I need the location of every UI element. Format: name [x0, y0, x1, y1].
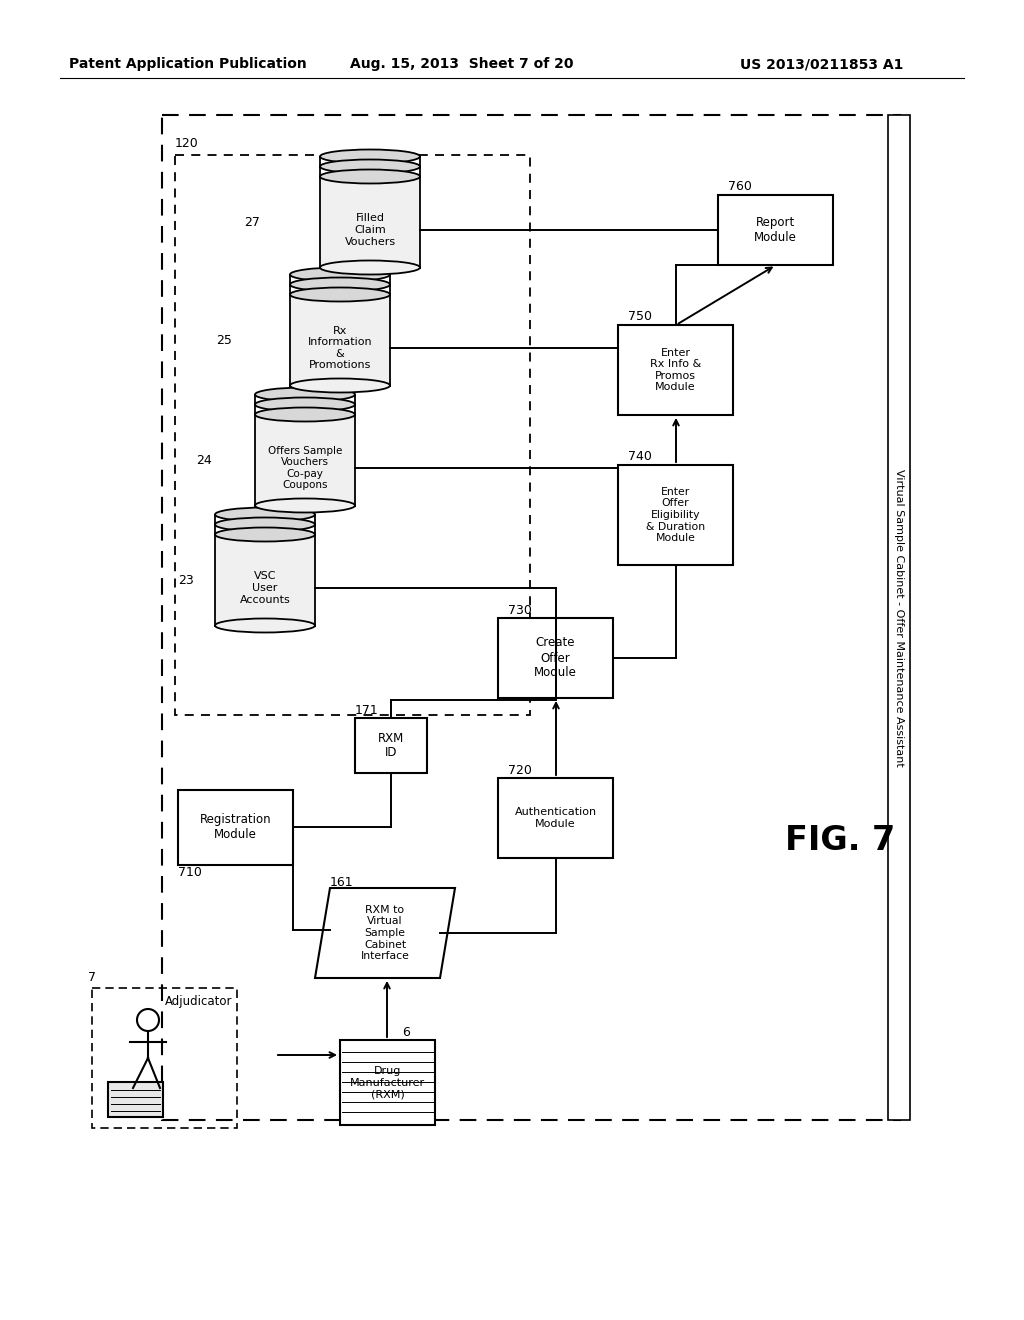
- Text: 740: 740: [628, 450, 652, 463]
- Ellipse shape: [255, 408, 355, 421]
- Bar: [255, 414, 355, 506]
- Text: 25: 25: [216, 334, 231, 346]
- Ellipse shape: [215, 528, 315, 541]
- Bar: [355, 718, 427, 774]
- Text: Drug
Manufacturer
(RXM): Drug Manufacturer (RXM): [350, 1067, 425, 1100]
- Text: FIG. 7: FIG. 7: [784, 824, 895, 857]
- Text: Virtual Sample Cabinet - Offer Maintenance Assistant: Virtual Sample Cabinet - Offer Maintenan…: [894, 469, 904, 767]
- Ellipse shape: [319, 160, 420, 173]
- Ellipse shape: [290, 268, 390, 281]
- Bar: [618, 465, 733, 565]
- Text: Adjudicator: Adjudicator: [165, 995, 232, 1008]
- Text: 710: 710: [178, 866, 202, 879]
- Text: VSC
User
Accounts: VSC User Accounts: [240, 572, 291, 605]
- Bar: [290, 294, 390, 385]
- Text: 24: 24: [196, 454, 212, 466]
- Text: RXM
ID: RXM ID: [378, 731, 404, 759]
- Text: Rx
Information
&
Promotions: Rx Information & Promotions: [307, 326, 373, 371]
- Text: 750: 750: [628, 310, 652, 323]
- Ellipse shape: [255, 388, 355, 401]
- Text: Filled
Claim
Vouchers: Filled Claim Vouchers: [344, 214, 395, 247]
- Text: 27: 27: [244, 215, 260, 228]
- Text: Offers Sample
Vouchers
Co-pay
Coupons: Offers Sample Vouchers Co-pay Coupons: [268, 446, 342, 491]
- Bar: [498, 777, 613, 858]
- Bar: [618, 325, 733, 414]
- Text: 730: 730: [508, 603, 531, 616]
- Text: Report
Module: Report Module: [754, 216, 797, 244]
- Text: 120: 120: [175, 137, 199, 150]
- Text: 23: 23: [178, 573, 194, 586]
- Bar: [340, 1040, 435, 1125]
- Ellipse shape: [255, 499, 355, 512]
- Text: 161: 161: [330, 876, 353, 890]
- Bar: [178, 789, 293, 865]
- Bar: [718, 195, 833, 265]
- Bar: [175, 154, 530, 715]
- Bar: [498, 618, 613, 698]
- Ellipse shape: [319, 149, 420, 164]
- Bar: [215, 535, 315, 626]
- Ellipse shape: [319, 169, 420, 183]
- Text: 6: 6: [402, 1026, 411, 1039]
- Bar: [92, 987, 237, 1129]
- Text: 760: 760: [728, 181, 752, 194]
- Text: Aug. 15, 2013  Sheet 7 of 20: Aug. 15, 2013 Sheet 7 of 20: [350, 57, 573, 71]
- Ellipse shape: [215, 507, 315, 521]
- Ellipse shape: [215, 619, 315, 632]
- Text: Authentication
Module: Authentication Module: [514, 808, 597, 829]
- Text: Create
Offer
Module: Create Offer Module: [535, 636, 577, 680]
- Text: 720: 720: [508, 763, 531, 776]
- Ellipse shape: [255, 397, 355, 412]
- Polygon shape: [315, 888, 455, 978]
- Text: Enter
Rx Info &
Promos
Module: Enter Rx Info & Promos Module: [650, 347, 701, 392]
- Text: Patent Application Publication: Patent Application Publication: [70, 57, 307, 71]
- Ellipse shape: [215, 517, 315, 532]
- Ellipse shape: [319, 260, 420, 275]
- Text: RXM to
Virtual
Sample
Cabinet
Interface: RXM to Virtual Sample Cabinet Interface: [360, 904, 410, 961]
- Ellipse shape: [290, 277, 390, 292]
- Text: Enter
Offer
Eligibility
& Duration
Module: Enter Offer Eligibility & Duration Modul…: [646, 487, 706, 544]
- Text: US 2013/0211853 A1: US 2013/0211853 A1: [740, 57, 904, 71]
- Bar: [888, 115, 910, 1119]
- Bar: [108, 1082, 163, 1117]
- Circle shape: [137, 1008, 159, 1031]
- Bar: [162, 115, 900, 1119]
- Ellipse shape: [290, 288, 390, 301]
- Bar: [319, 177, 420, 268]
- Ellipse shape: [290, 379, 390, 392]
- Text: 171: 171: [355, 704, 379, 717]
- Text: 7: 7: [88, 972, 96, 983]
- Text: Registration
Module: Registration Module: [200, 813, 271, 842]
